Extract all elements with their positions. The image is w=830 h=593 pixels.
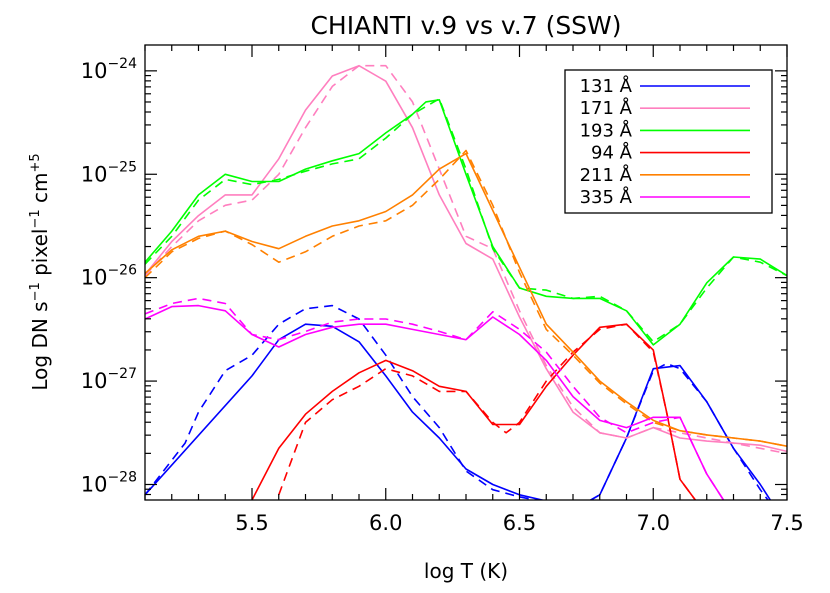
legend-label: 211 Å bbox=[580, 164, 633, 186]
y-tick-base: 10 bbox=[81, 59, 108, 83]
y-tick-label: 10−25 bbox=[81, 159, 137, 186]
series-211-v7-line bbox=[145, 149, 787, 447]
legend-label: 335 Å bbox=[580, 186, 633, 208]
y-axis-label-exp2: −1 bbox=[28, 209, 43, 228]
series-131-v7-line bbox=[145, 304, 769, 500]
y-tick-label: 10−28 bbox=[81, 469, 137, 496]
y-axis-label-exp3: +5 bbox=[28, 153, 43, 172]
y-tick-base: 10 bbox=[81, 472, 108, 496]
series-layer bbox=[145, 64, 787, 500]
series-131-v9-line bbox=[145, 323, 772, 500]
series-171-v7-line bbox=[145, 64, 787, 455]
x-tick-label: 5.5 bbox=[235, 511, 268, 535]
legend-label: 193 Å bbox=[580, 119, 633, 141]
y-tick-label: 10−27 bbox=[81, 366, 137, 393]
y-axis-label-mid2: cm bbox=[28, 173, 52, 210]
series-94-v9-line bbox=[251, 323, 697, 500]
y-tick-exponent: −24 bbox=[107, 56, 137, 72]
y-axis-label: Log DN s−1 pixel−1 cm+5 bbox=[28, 153, 52, 390]
series-193-v9-line bbox=[145, 99, 787, 346]
legend-label: 171 Å bbox=[580, 97, 633, 119]
x-tick-label: 7.5 bbox=[770, 511, 803, 535]
y-tick-exponent: −27 bbox=[107, 366, 137, 382]
x-tick-label: 6.5 bbox=[503, 511, 536, 535]
y-tick-base: 10 bbox=[81, 266, 108, 290]
legend-label: 131 Å bbox=[580, 75, 633, 97]
y-tick-exponent: −28 bbox=[107, 469, 137, 485]
y-tick-label: 10−26 bbox=[81, 263, 137, 290]
y-tick-base: 10 bbox=[81, 369, 108, 393]
legend-box bbox=[564, 69, 773, 214]
series-94-v7-line bbox=[278, 323, 697, 500]
y-axis-label-prefix: Log DN s bbox=[28, 301, 52, 390]
y-axis-label-exp1: −1 bbox=[28, 282, 43, 301]
x-axis-label: log T (K) bbox=[424, 559, 508, 583]
legend-label: 94 Å bbox=[591, 142, 633, 164]
series-211-v9-line bbox=[145, 152, 787, 447]
y-tick-exponent: −26 bbox=[107, 263, 137, 279]
x-tick-label: 7.0 bbox=[637, 511, 670, 535]
series-335-v7-line bbox=[145, 297, 725, 500]
y-tick-base: 10 bbox=[81, 162, 108, 186]
x-tick-label: 6.0 bbox=[369, 511, 402, 535]
y-tick-label: 10−24 bbox=[81, 56, 137, 83]
series-171-v9-line bbox=[145, 64, 787, 453]
chart-title: CHIANTI v.9 vs v.7 (SSW) bbox=[310, 11, 621, 40]
y-axis-label-mid: pixel bbox=[28, 229, 52, 283]
y-tick-exponent: −25 bbox=[107, 159, 137, 175]
series-335-v9-line bbox=[145, 304, 725, 500]
